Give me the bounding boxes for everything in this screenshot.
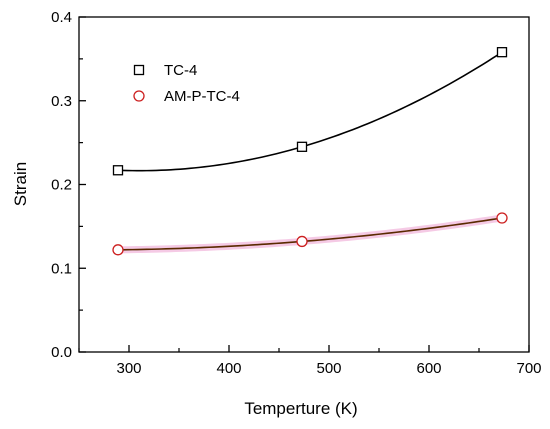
data-point-square <box>296 141 308 152</box>
fit-curves <box>114 51 506 254</box>
y-axis-tick-labels: 0.0 0.1 0.2 0.3 0.4 <box>51 9 72 361</box>
x-tick-label: 700 <box>516 360 541 377</box>
y-tick-label: 0.1 <box>51 260 72 277</box>
fit-curve-0 <box>117 51 503 172</box>
fit-curve-1 <box>117 217 503 251</box>
legend-label-tc4: TC-4 <box>164 62 197 79</box>
y-tick-label: 0.2 <box>51 177 72 194</box>
legend-marker-am-p-tc4 <box>133 90 145 102</box>
data-point-circle <box>296 235 308 248</box>
data-point-circle <box>496 212 508 224</box>
x-tick-label: 600 <box>416 360 441 377</box>
y-axis-ticks <box>79 16 86 353</box>
fit-curve-glow-1 <box>114 214 506 254</box>
plot-frame <box>78 16 530 353</box>
data-point-square <box>496 47 508 58</box>
x-axis-tick-labels: 300 400 500 600 700 <box>116 360 541 377</box>
y-axis-label: Strain <box>11 162 30 206</box>
legend-label-am-p-tc4: AM-P-TC-4 <box>164 88 240 105</box>
x-tick-label: 300 <box>116 360 141 377</box>
y-tick-label: 0.4 <box>51 9 72 26</box>
x-axis-ticks <box>78 345 530 352</box>
x-axis-label: Temperture (K) <box>244 399 357 418</box>
x-tick-label: 500 <box>316 360 341 377</box>
y-tick-label: 0.3 <box>51 93 72 110</box>
data-point-square <box>112 165 124 176</box>
y-tick-label: 0.0 <box>51 344 72 361</box>
legend-marker-tc4 <box>133 64 145 76</box>
x-tick-label: 400 <box>216 360 241 377</box>
data-markers <box>112 47 508 256</box>
legend: TC-4 AM-P-TC-4 <box>133 62 240 105</box>
data-point-circle <box>112 244 124 256</box>
